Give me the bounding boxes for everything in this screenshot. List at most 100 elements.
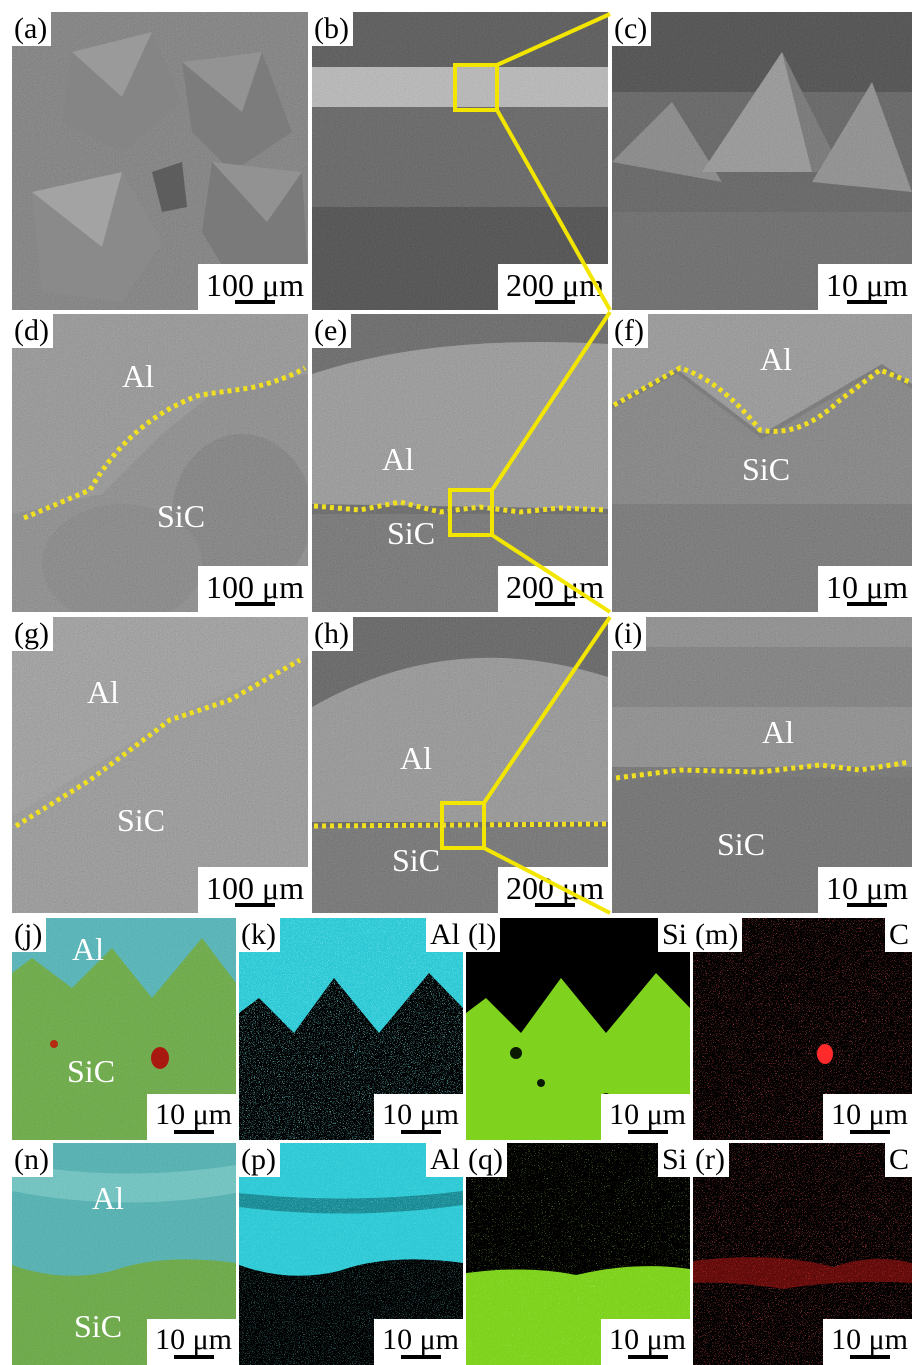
scale-bar: 10 μm [817,867,912,913]
element-label: Si [657,918,690,952]
label-sic: SiC [717,826,766,862]
scale-label: 10 μm [155,1323,232,1356]
panel-letter: (n) [12,1143,53,1177]
eds-map-si-q [466,1143,690,1365]
scale-bar-line [400,1355,441,1359]
panel-letter: (d) [12,314,53,348]
label-al: Al [87,674,119,710]
panel-j: (j) Al SiC 10 μm [12,918,236,1140]
scale-bar: 200 μm [497,867,608,913]
label-al: Al [760,341,792,377]
sem-image-f [612,314,912,612]
eds-overlay-n [12,1143,236,1365]
scale-bar: 10 μm [823,1094,912,1140]
scale-label: 10 μm [831,1098,908,1131]
label-al: Al [92,1180,124,1216]
scale-bar-line [849,1130,890,1134]
scale-label: 10 μm [831,1323,908,1356]
scale-bar-line [627,1355,668,1359]
scale-label: 200 μm [505,870,604,906]
panel-letter: (b) [312,12,353,46]
scale-bar: 10 μm [823,1319,912,1365]
panel-r: (r) C 10 μm [693,1143,912,1365]
panel-i: (i) Al SiC 10 μm [612,617,912,913]
label-al: Al [122,358,154,394]
panel-l: (l) Si 10 μm [466,918,690,1140]
label-sic: SiC [742,451,791,487]
sem-image-a [12,12,308,310]
scale-bar-line [234,602,275,606]
label-sic: SiC [74,1308,123,1344]
panel-d: (d) Al SiC 100 μm [12,314,308,612]
scale-label: 10 μm [609,1098,686,1131]
element-label: Si [657,1143,690,1177]
label-sic: SiC [117,802,166,838]
scale-bar: 10 μm [147,1319,236,1365]
panel-letter: (q) [466,1143,507,1177]
label-sic: SiC [392,842,441,878]
panel-f: (f) Al SiC 10 μm [612,314,912,612]
scale-bar: 10 μm [601,1094,690,1140]
scale-bar: 10 μm [374,1319,463,1365]
label-sic: SiC [157,498,206,534]
scale-bar-line [846,300,887,304]
panel-letter: (j) [12,918,47,952]
panel-letter: (f) [612,314,648,348]
panel-letter: (l) [466,918,501,952]
eds-map-al-p [239,1143,463,1365]
panel-letter: (m) [693,918,743,952]
panel-letter: (p) [239,1143,280,1177]
panel-letter: (i) [612,617,647,651]
scale-bar: 10 μm [817,566,912,612]
scale-bar: 100 μm [197,867,308,913]
scale-bar-line [173,1355,214,1359]
eds-map-c-r [693,1143,912,1365]
scale-label: 10 μm [825,870,908,906]
scale-bar-line [234,903,275,907]
scale-label: 10 μm [382,1323,459,1356]
scale-bar-line [400,1130,441,1134]
label-al: Al [382,441,414,477]
scale-bar-line [849,1355,890,1359]
panel-h: (h) Al SiC 200 μm [312,617,608,913]
panel-a: (a) 100 μm [12,12,308,310]
panel-e: (e) Al SiC 200 μm [312,314,608,612]
scale-bar: 100 μm [197,566,308,612]
scale-label: 10 μm [825,267,908,303]
scale-bar: 10 μm [374,1094,463,1140]
panel-letter: (c) [612,12,652,46]
element-label: Al [426,918,463,952]
element-label: C [884,918,912,952]
scale-label: 10 μm [155,1098,232,1131]
scale-bar-line [234,300,275,304]
scale-label: 100 μm [205,267,304,303]
panel-k: (k) Al 10 μm [239,918,463,1140]
panel-b: (b) 200 μm [312,12,608,310]
scale-label: 100 μm [205,569,304,605]
element-label: Al [426,1143,463,1177]
label-sic: SiC [387,515,436,551]
scale-label: 10 μm [825,569,908,605]
panel-g: (g) Al SiC 100 μm [12,617,308,913]
element-label: C [884,1143,912,1177]
scale-bar: 10 μm [601,1319,690,1365]
scale-bar: 200 μm [497,264,608,310]
scale-bar: 10 μm [817,264,912,310]
panel-n: (n) Al SiC 10 μm [12,1143,236,1365]
panel-letter: (r) [693,1143,729,1177]
panel-c: (c) 10 μm [612,12,912,310]
scale-bar: 100 μm [197,264,308,310]
scale-bar-line [846,602,887,606]
label-al: Al [762,714,794,750]
panel-letter: (g) [12,617,53,651]
scale-bar: 200 μm [497,566,608,612]
scale-label: 10 μm [382,1098,459,1131]
label-al: Al [72,931,104,967]
scale-bar-line [846,903,887,907]
panel-m: (m) C 10 μm [693,918,912,1140]
panel-letter: (k) [239,918,280,952]
panel-letter: (e) [312,314,352,348]
panel-q: (q) Si 10 μm [466,1143,690,1365]
label-al: Al [400,740,432,776]
panel-p: (p) Al 10 μm [239,1143,463,1365]
